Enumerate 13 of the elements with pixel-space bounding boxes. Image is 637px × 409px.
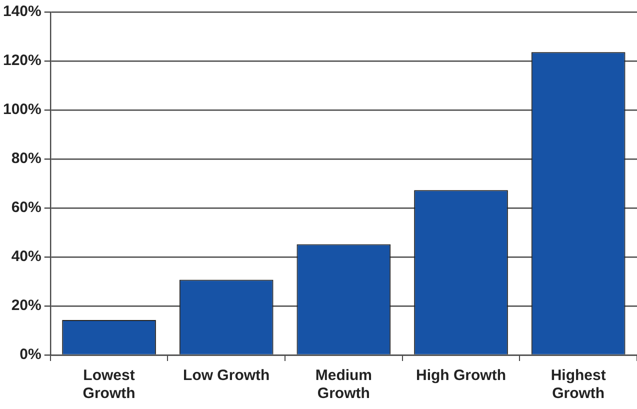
y-tick-label: 120% xyxy=(2,52,42,70)
x-tick-label: Highest Growth xyxy=(550,367,606,402)
y-tick-label: 60% xyxy=(11,199,42,216)
y-tick-label: 20% xyxy=(11,297,42,314)
y-tick-label: 80% xyxy=(11,150,42,168)
y-tick-label: 140% xyxy=(2,3,42,20)
x-tick-label: High Growth xyxy=(416,367,506,384)
y-tick-label: 0% xyxy=(20,346,42,364)
x-tick-label: Lowest Growth xyxy=(82,367,136,402)
x-tick-label: Medium Growth xyxy=(315,367,372,402)
y-tick-label: 100% xyxy=(2,101,42,118)
x-tick-label: Low Growth xyxy=(183,367,270,384)
y-tick-label: 40% xyxy=(11,248,42,266)
